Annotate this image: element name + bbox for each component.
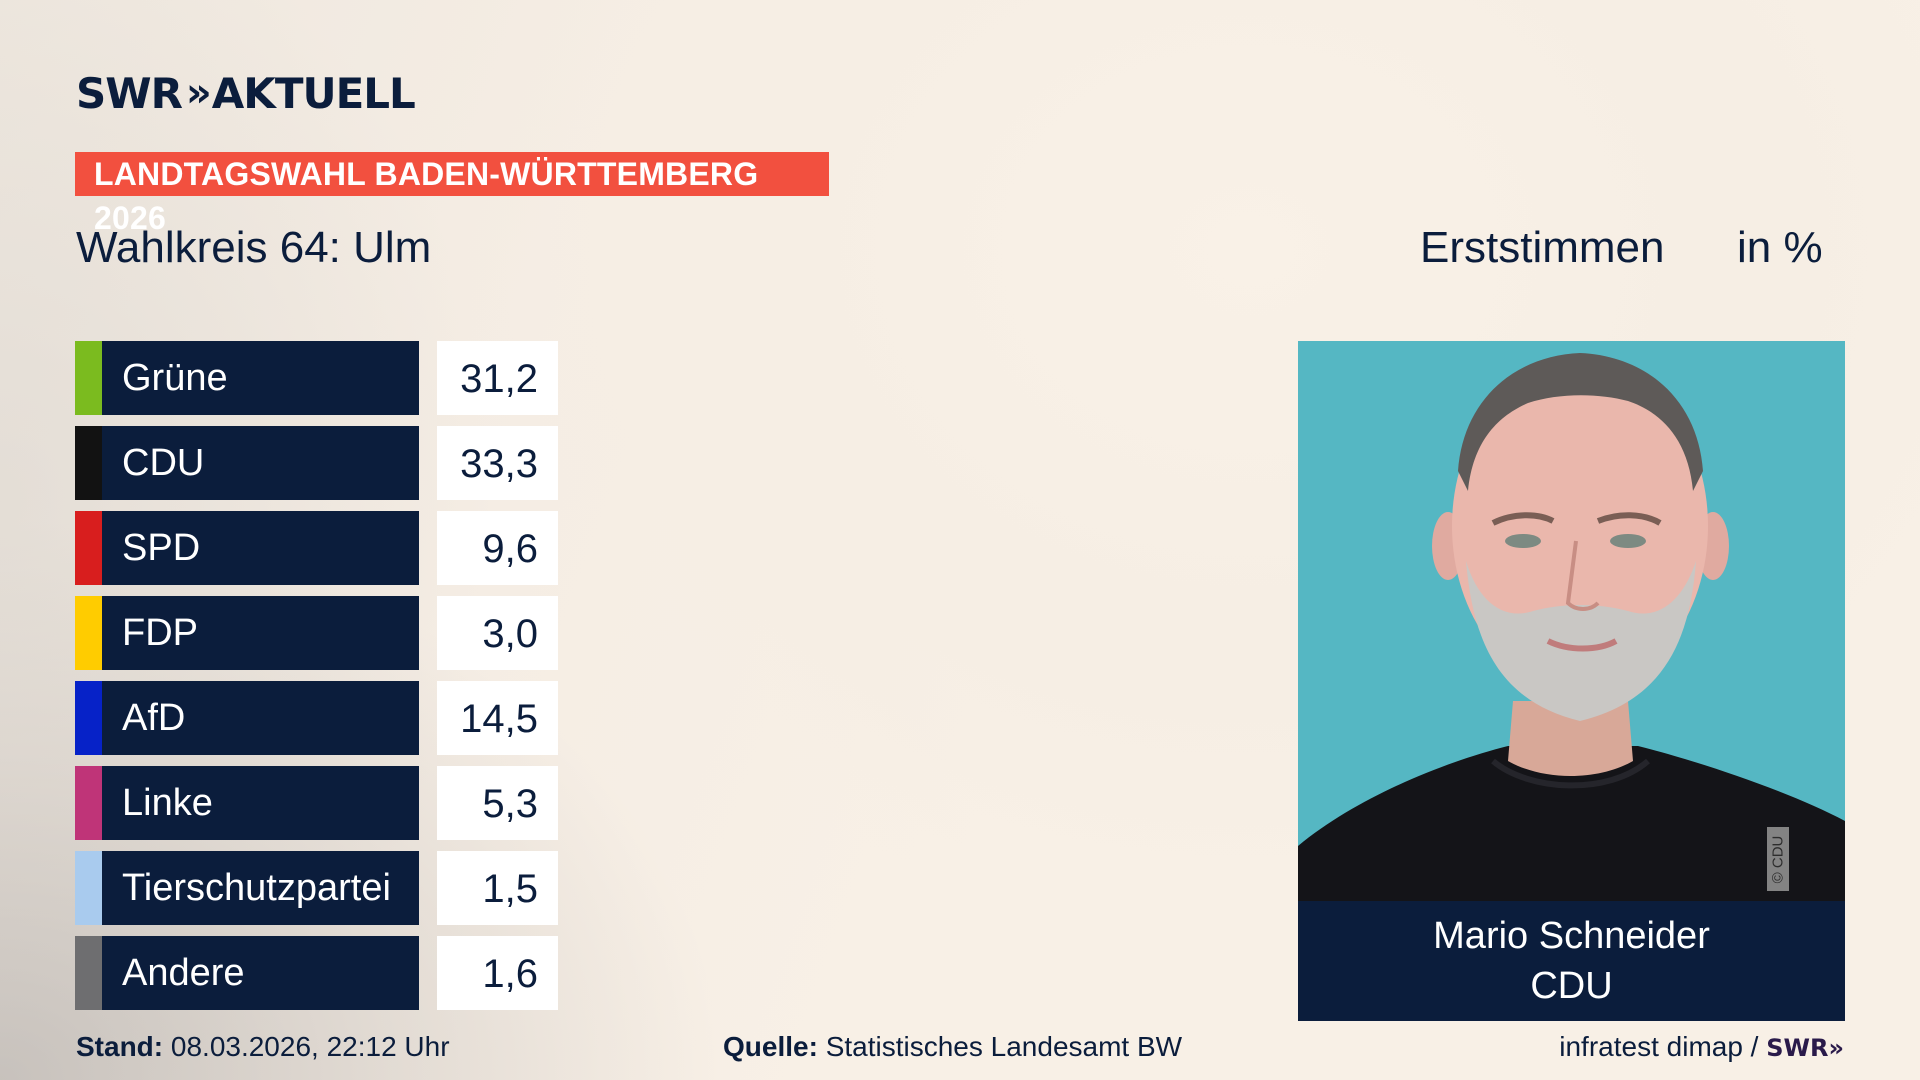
credit-text: infratest dimap / (1559, 1031, 1759, 1062)
candidate-namebox: Mario Schneider CDU (1298, 901, 1845, 1021)
party-color-swatch (75, 681, 102, 755)
result-row: Linke 5,3 (75, 766, 575, 840)
party-color-swatch (75, 936, 102, 1010)
result-row: AfD 14,5 (75, 681, 575, 755)
party-label: CDU (102, 426, 419, 500)
party-color-swatch (75, 596, 102, 670)
vote-type-label: Erststimmen (1420, 223, 1665, 272)
page-title: Wahlkreis 64: Ulm (76, 223, 432, 272)
party-color-swatch (75, 426, 102, 500)
swr-aktuell-logo: SWR » AKTUELL (76, 68, 416, 118)
party-label: Grüne (102, 341, 419, 415)
party-value: 33,3 (437, 426, 558, 500)
footer-stand: Stand: 08.03.2026, 22:12 Uhr (76, 1030, 450, 1064)
source-value: Statistisches Landesamt BW (825, 1031, 1183, 1062)
election-banner: LANDTAGSWAHL BADEN-WÜRTTEMBERG 2026 (75, 152, 829, 236)
party-value: 31,2 (437, 341, 558, 415)
photo-credit: © CDU (1767, 827, 1789, 891)
party-label: Andere (102, 936, 419, 1010)
party-value: 3,0 (437, 596, 558, 670)
logo-swr: SWR (76, 68, 183, 118)
party-label: AfD (102, 681, 419, 755)
result-row: FDP 3,0 (75, 596, 575, 670)
candidate-name: Mario Schneider (1433, 915, 1710, 957)
result-row: Grüne 31,2 (75, 341, 575, 415)
party-label: Tierschutzpartei (102, 851, 419, 925)
candidate-photo (1298, 341, 1845, 901)
result-row: Andere 1,6 (75, 936, 575, 1010)
stand-label: Stand: (76, 1031, 164, 1062)
person-silhouette-icon (1298, 341, 1845, 901)
unit-label: in % (1737, 223, 1823, 272)
candidate-party: CDU (1530, 965, 1613, 1007)
party-value: 1,5 (437, 851, 558, 925)
party-value: 14,5 (437, 681, 558, 755)
party-value: 5,3 (437, 766, 558, 840)
results-table: Grüne 31,2 CDU 33,3 SPD 9,6 FDP 3,0 AfD … (75, 341, 575, 1021)
party-value: 1,6 (437, 936, 558, 1010)
swr-small-logo: SWR» (1766, 1034, 1844, 1062)
result-row: CDU 33,3 (75, 426, 575, 500)
party-label: Linke (102, 766, 419, 840)
party-label: FDP (102, 596, 419, 670)
result-row: SPD 9,6 (75, 511, 575, 585)
logo-chevron-icon: » (185, 70, 212, 116)
source-label: Quelle: (723, 1031, 818, 1062)
logo-aktuell: AKTUELL (211, 68, 416, 118)
party-color-swatch (75, 851, 102, 925)
result-row: Tierschutzpartei 1,5 (75, 851, 575, 925)
party-color-swatch (75, 511, 102, 585)
stand-value: 08.03.2026, 22:12 Uhr (170, 1031, 450, 1062)
footer-credit: infratest dimap / SWR» (1559, 1030, 1844, 1065)
party-value: 9,6 (437, 511, 558, 585)
party-label: SPD (102, 511, 419, 585)
footer-source: Quelle: Statistisches Landesamt BW (723, 1030, 1182, 1064)
party-color-swatch (75, 766, 102, 840)
party-color-swatch (75, 341, 102, 415)
